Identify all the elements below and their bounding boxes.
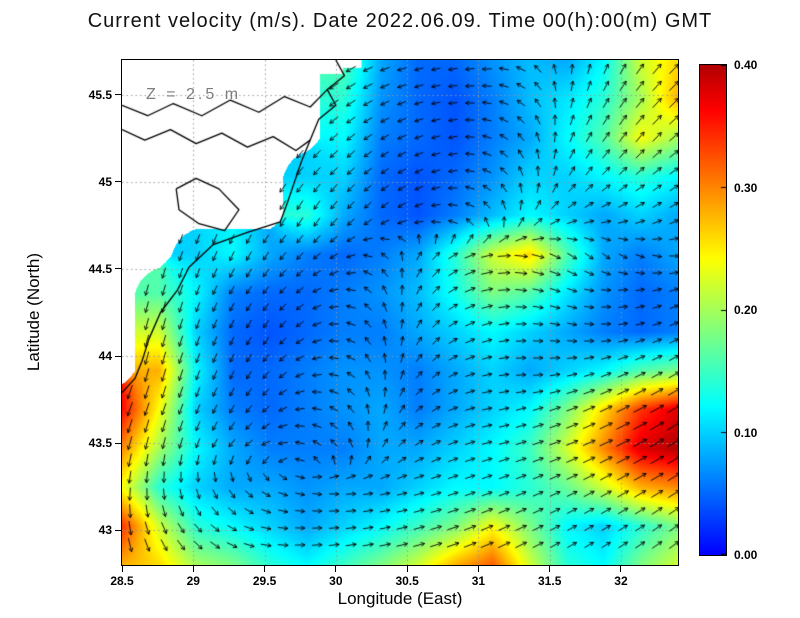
y-tick-label: 45.5 bbox=[88, 87, 112, 102]
x-tick bbox=[477, 566, 479, 572]
x-tick-label: 29 bbox=[186, 574, 200, 588]
y-tick bbox=[115, 268, 121, 270]
colorbar-canvas bbox=[699, 64, 727, 556]
depth-annotation: Z = 2.5 m bbox=[146, 86, 242, 103]
velocity-heatmap-canvas bbox=[121, 59, 679, 566]
colorbar-tick-label: 0.40 bbox=[734, 58, 758, 72]
y-tick bbox=[115, 94, 121, 96]
x-tick bbox=[620, 566, 622, 572]
x-tick bbox=[549, 566, 551, 572]
x-tick bbox=[121, 566, 123, 572]
y-tick-label: 44.5 bbox=[88, 261, 112, 276]
y-tick bbox=[115, 442, 121, 444]
y-tick bbox=[115, 355, 121, 357]
x-tick bbox=[406, 566, 408, 572]
colorbar-tick-label: 0.00 bbox=[734, 548, 758, 562]
y-axis-label: Latitude (North) bbox=[24, 252, 43, 372]
x-tick bbox=[264, 566, 266, 572]
x-tick bbox=[192, 566, 194, 572]
x-tick-label: 30.5 bbox=[395, 574, 419, 588]
x-axis-label: Longitude (East) bbox=[337, 589, 463, 608]
x-tick-label: 28.5 bbox=[110, 574, 134, 588]
colorbar-tick-label: 0.10 bbox=[734, 425, 758, 440]
y-tick-label: 45 bbox=[98, 174, 112, 189]
y-tick-label: 44 bbox=[98, 349, 112, 364]
colorbar-tick-label: 0.20 bbox=[734, 303, 758, 317]
x-tick-label: 31.5 bbox=[538, 574, 562, 588]
x-tick bbox=[335, 566, 337, 572]
x-tick-label: 30 bbox=[329, 574, 343, 588]
x-tick-label: 32 bbox=[614, 574, 628, 588]
x-tick-label: 29.5 bbox=[252, 574, 277, 588]
y-tick-label: 43 bbox=[98, 523, 112, 538]
chart-title: Current velocity (m/s). Date 2022.06.09.… bbox=[87, 10, 713, 32]
x-tick-label: 31 bbox=[471, 574, 486, 588]
colorbar-tick-label: 0.30 bbox=[734, 180, 758, 195]
y-tick bbox=[115, 529, 121, 531]
y-tick-label: 43.5 bbox=[88, 436, 112, 451]
y-tick bbox=[115, 181, 121, 183]
